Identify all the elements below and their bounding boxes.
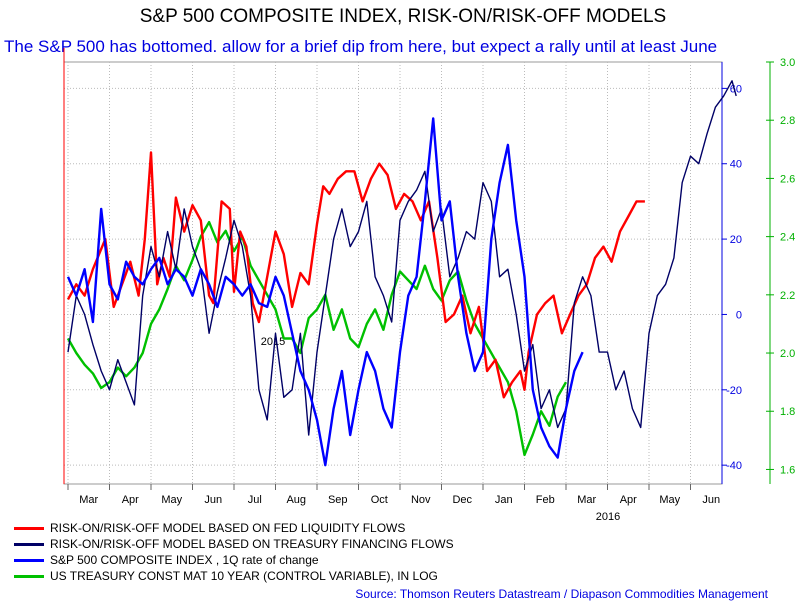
x-tick-label-6: Sep [328,494,348,506]
x-tick-label-1: Apr [122,494,139,506]
secondary-tick-label-3: 2.2 [780,290,795,302]
secondary-tick-label-5: 2.6 [780,173,795,185]
secondary-tick-label-7: 3.0 [780,57,795,69]
x-tick-label-3: Jun [204,494,222,506]
primary-tick-label-1: -20 [726,385,742,397]
x-tick-label-2: May [161,494,182,506]
primary-tick-label-3: 20 [730,234,742,246]
legend-label-treasury-10y: US TREASURY CONST MAT 10 YEAR (CONTROL V… [50,569,438,583]
secondary-tick-label-0: 1.6 [780,464,795,476]
x-tick-label-4: Jul [248,494,262,506]
legend-label-fed: RISK-ON/RISK-OFF MODEL BASED ON FED LIQU… [50,521,406,535]
primary-tick-label-2: 0 [736,309,742,321]
x-tick-label-5: Aug [286,494,306,506]
secondary-tick-label-2: 2.0 [780,348,795,360]
x-tick-label-13: Apr [620,494,637,506]
year-label-2015: 2015 [261,336,285,348]
x-tick-label-10: Jan [495,494,513,506]
secondary-tick-label-6: 2.8 [780,115,795,127]
chart-subtitle: The S&P 500 has bottomed. allow for a br… [4,37,718,56]
primary-tick-label-4: 40 [730,159,742,171]
x-tick-label-0: Mar [79,494,98,506]
legend-swatch-treasury-10y [14,575,44,578]
treasury-financing-line [67,80,737,436]
sp500-roc-line [66,117,584,467]
year-label-2016: 2016 [596,511,620,523]
source-note: Source: Thomson Reuters Datastream / Dia… [355,587,768,601]
fed-liquidity-line [66,151,645,399]
x-tick-label-9: Dec [452,494,472,506]
legend-label-treasury-flows: RISK-ON/RISK-OFF MODEL BASED ON TREASURY… [50,537,454,551]
x-tick-label-7: Oct [371,494,388,506]
legend-swatch-fed [14,527,44,530]
x-tick-label-14: May [659,494,680,506]
x-tick-label-15: Jun [702,494,720,506]
x-tick-label-11: Feb [536,494,555,506]
legend-label-sp500: S&P 500 COMPOSITE INDEX , 1Q rate of cha… [50,553,319,567]
x-tick-label-12: Mar [577,494,596,506]
secondary-tick-label-4: 2.4 [780,232,795,244]
x-tick-label-8: Nov [411,494,431,506]
chart-title: S&P 500 COMPOSITE INDEX, RISK-ON/RISK-OF… [139,6,667,27]
secondary-tick-label-1: 1.8 [780,406,795,418]
primary-tick-label-5: 60 [730,83,742,95]
legend-swatch-sp500 [14,559,44,562]
legend-swatch-treasury-flows [14,543,44,546]
primary-tick-label-0: -40 [726,460,742,472]
